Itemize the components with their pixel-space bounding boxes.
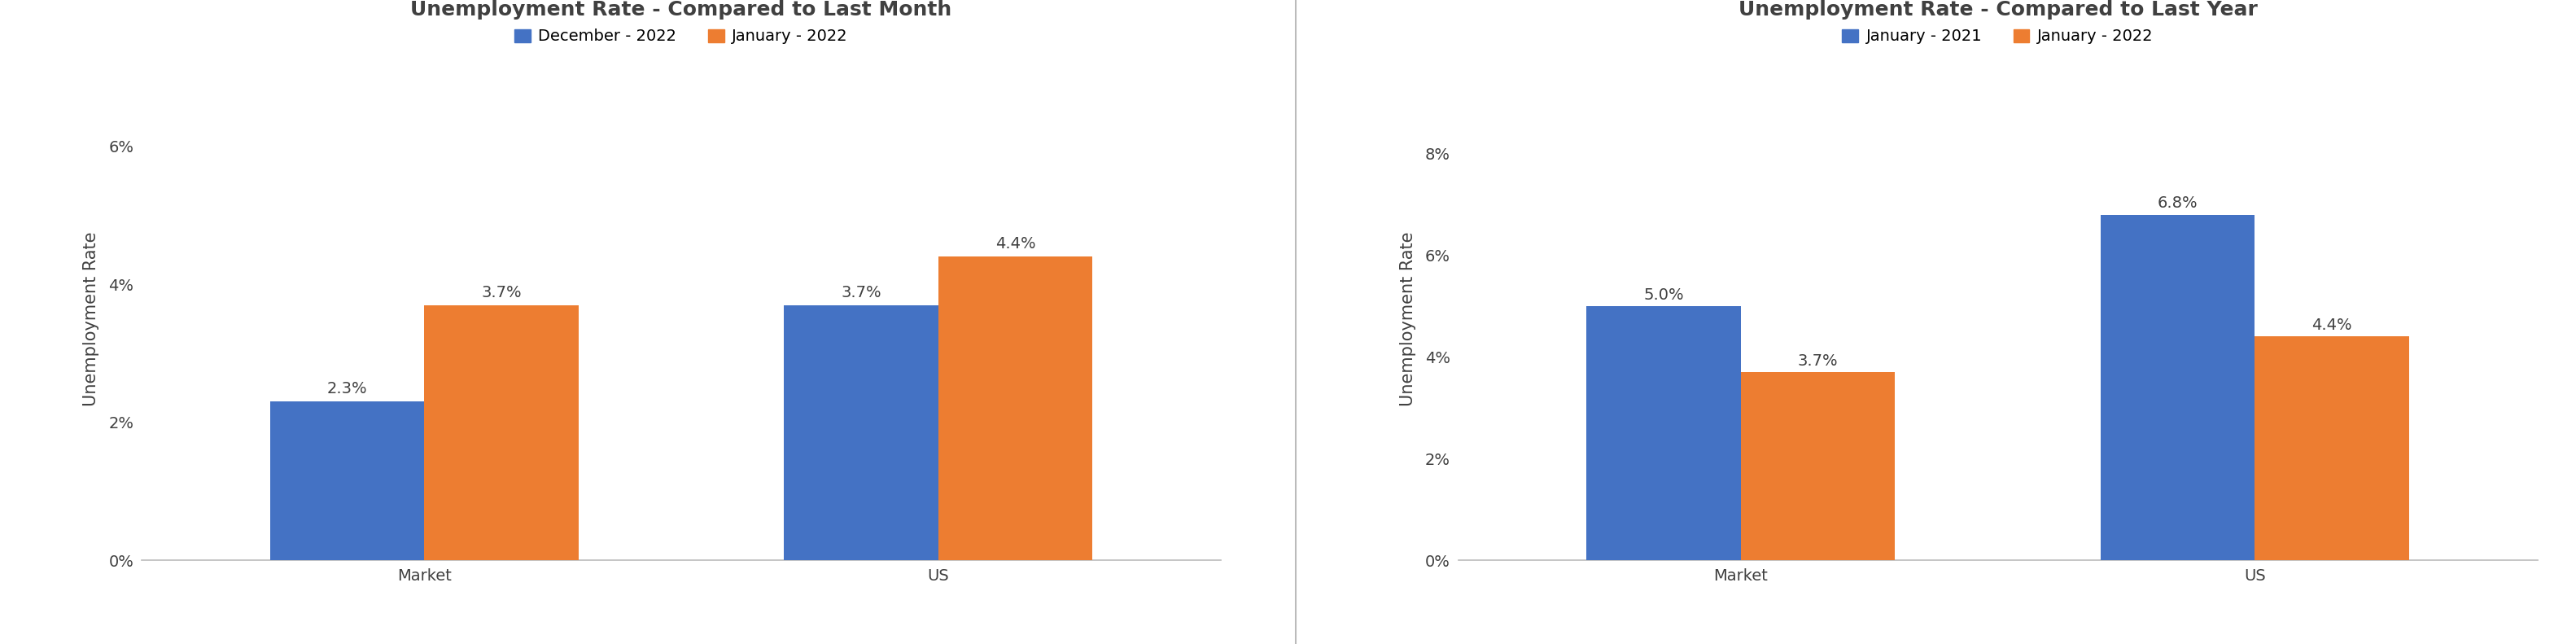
Bar bbox=[2254, 337, 2409, 560]
Text: 3.7%: 3.7% bbox=[482, 285, 520, 300]
Title: Unemployment Rate - Compared to Last Year: Unemployment Rate - Compared to Last Yea… bbox=[1739, 0, 2257, 19]
Y-axis label: Unemployment Rate: Unemployment Rate bbox=[82, 231, 100, 406]
Title: Unemployment Rate - Compared to Last Month: Unemployment Rate - Compared to Last Mon… bbox=[410, 0, 953, 19]
Bar bbox=[783, 305, 938, 560]
Text: 5.0%: 5.0% bbox=[1643, 287, 1685, 303]
Legend: January - 2021, January - 2022: January - 2021, January - 2022 bbox=[1837, 23, 2159, 50]
Bar bbox=[1741, 372, 1896, 560]
Bar bbox=[425, 305, 580, 560]
Bar bbox=[270, 402, 425, 560]
Y-axis label: Unemployment Rate: Unemployment Rate bbox=[1399, 231, 1417, 406]
Text: 4.4%: 4.4% bbox=[994, 236, 1036, 252]
Text: 4.4%: 4.4% bbox=[2311, 317, 2352, 333]
Text: 3.7%: 3.7% bbox=[840, 285, 881, 300]
Text: 6.8%: 6.8% bbox=[2159, 196, 2197, 211]
Bar bbox=[938, 257, 1092, 560]
Text: 3.7%: 3.7% bbox=[1798, 353, 1839, 368]
Legend: December - 2022, January - 2022: December - 2022, January - 2022 bbox=[507, 23, 855, 50]
Bar bbox=[1587, 306, 1741, 560]
Bar bbox=[2099, 214, 2254, 560]
Text: 2.3%: 2.3% bbox=[327, 381, 368, 397]
